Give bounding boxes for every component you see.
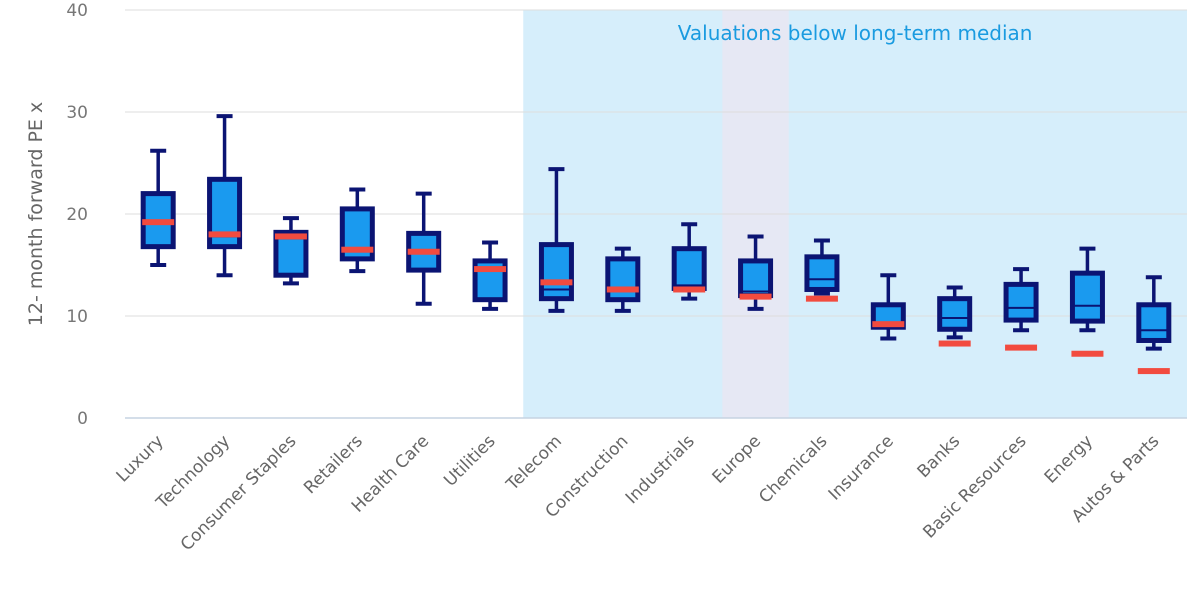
boxes (140, 114, 1172, 375)
box-basic-resources (1003, 267, 1039, 351)
current-value-marker (872, 321, 905, 328)
box-industrials (671, 222, 707, 301)
current-value-marker (474, 266, 507, 273)
interquartile-box (937, 296, 973, 332)
x-tick-label-utilities: Utilities (440, 431, 499, 490)
current-value-marker (407, 248, 440, 255)
box-technology (207, 114, 243, 278)
y-tick-label-0: 0 (77, 409, 88, 429)
box-chemicals (804, 238, 840, 302)
current-value-marker (274, 233, 307, 240)
x-tick-label-energy: Energy (1041, 431, 1097, 487)
y-axis-ticks: 0 10 20 30 40 (66, 1, 88, 429)
interquartile-box (1069, 270, 1105, 324)
box-insurance (870, 273, 906, 341)
x-tick-label-telecom: Telecom (502, 431, 566, 495)
current-value-marker (1137, 368, 1170, 375)
annotation-label: Valuations below long-term median (678, 21, 1033, 45)
x-tick-label-europe: Europe (709, 431, 765, 487)
current-value-marker (208, 231, 241, 238)
current-value-marker (673, 286, 706, 293)
x-tick-label-retailers: Retailers (300, 431, 367, 498)
box-utilities (472, 240, 508, 311)
y-tick-label-20: 20 (66, 205, 88, 225)
interquartile-box (605, 256, 641, 303)
interquartile-box (273, 229, 309, 278)
box-consumer-staples (273, 216, 309, 286)
y-tick-label-40: 40 (66, 1, 88, 21)
box-construction (605, 246, 641, 313)
x-tick-label-industrials: Industrials (622, 431, 699, 508)
current-value-marker (938, 340, 971, 347)
box-energy (1069, 246, 1105, 357)
current-value-marker (606, 286, 639, 293)
interquartile-box (1136, 302, 1172, 343)
box-telecom (538, 167, 574, 313)
box-luxury (140, 148, 176, 267)
x-tick-label-chemicals: Chemicals (755, 431, 831, 507)
x-tick-label-insurance: Insurance (825, 431, 898, 504)
box-retailers (339, 187, 375, 274)
interquartile-box (1003, 281, 1039, 323)
interquartile-box (738, 258, 774, 299)
current-value-marker (739, 293, 772, 300)
box-health-care (406, 191, 442, 306)
current-value-marker (1071, 350, 1104, 357)
gridlines (125, 9, 1187, 419)
y-tick-label-10: 10 (66, 307, 88, 327)
box-banks (937, 285, 973, 347)
box-autos-and-parts (1136, 275, 1172, 375)
current-value-marker (805, 295, 838, 302)
box-europe (738, 234, 774, 311)
y-tick-label-30: 30 (66, 103, 88, 123)
interquartile-box (671, 246, 707, 291)
x-tick-label-banks: Banks (914, 431, 965, 482)
x-tick-label-consumer-staples: Consumer Staples (177, 431, 301, 555)
current-value-marker (540, 279, 573, 286)
interquartile-box (804, 254, 840, 292)
current-value-marker (1005, 344, 1038, 351)
current-value-marker (142, 219, 175, 226)
interquartile-box (538, 242, 574, 302)
y-axis-title: 12- month forward PE x (25, 102, 47, 326)
current-value-marker (341, 246, 374, 253)
x-tick-label-luxury: Luxury (113, 431, 168, 486)
